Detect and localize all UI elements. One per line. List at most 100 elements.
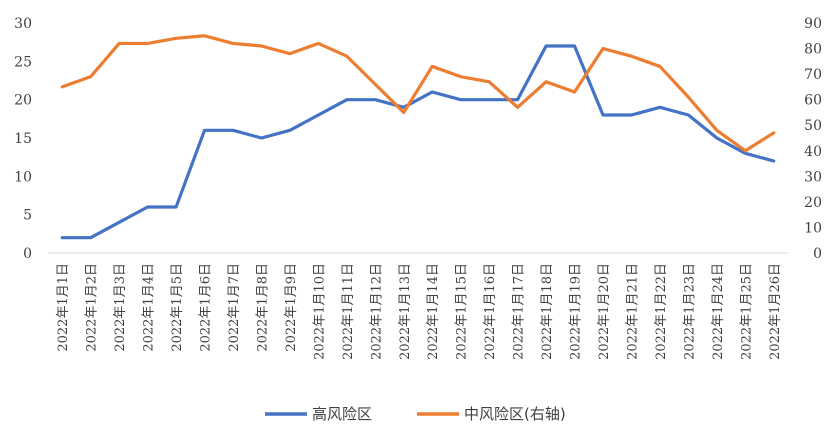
- data-point: [117, 42, 121, 45]
- legend: 高风险区 中风险区(右轴): [265, 405, 566, 423]
- data-point: [374, 98, 377, 101]
- right-y-tick-label: 0: [813, 246, 822, 262]
- left-y-tick-label: 25: [14, 54, 32, 70]
- data-point: [601, 113, 605, 117]
- x-tick-label: 2022年1月9日: [284, 263, 299, 352]
- data-point: [487, 98, 491, 101]
- data-point: [630, 113, 633, 117]
- x-tick-label: 2022年1月4日: [142, 263, 157, 352]
- x-tick-label: 2022年1月10日: [312, 263, 327, 360]
- data-point: [345, 55, 349, 58]
- right-y-tick-label: 30: [804, 169, 822, 185]
- x-tick-label: 2022年1月23日: [682, 263, 697, 360]
- data-point: [658, 106, 662, 109]
- data-point: [772, 131, 775, 135]
- data-point: [317, 113, 320, 117]
- x-tick-label: 2022年1月18日: [540, 263, 555, 360]
- data-point: [715, 136, 719, 140]
- x-tick-label: 2022年1月3日: [113, 263, 128, 352]
- right-y-tick-label: 70: [804, 67, 822, 83]
- left-y-tick-label: 30: [14, 16, 32, 32]
- x-tick-label: 2022年1月7日: [227, 263, 242, 352]
- data-point: [146, 205, 149, 209]
- data-point: [601, 47, 605, 50]
- x-tick-label: 2022年1月15日: [455, 263, 470, 360]
- data-point: [203, 34, 206, 37]
- x-tick-label: 2022年1月8日: [255, 263, 270, 352]
- x-tick-label: 2022年1月13日: [398, 263, 413, 360]
- data-point: [174, 37, 178, 40]
- data-point: [345, 98, 349, 101]
- x-tick-label: 2022年1月14日: [426, 263, 441, 360]
- data-point: [431, 65, 434, 68]
- data-point: [260, 44, 263, 48]
- data-point: [687, 113, 690, 117]
- x-axis: 2022年1月1日 2022年1月2日 2022年1月3日 2022年1月4日 2022…: [56, 263, 783, 360]
- x-tick-label: 2022年1月17日: [512, 263, 527, 360]
- data-point: [658, 65, 662, 68]
- right-y-tick-label: 80: [804, 42, 822, 58]
- data-point: [459, 75, 462, 78]
- x-tick-label: 2022年1月19日: [569, 263, 584, 360]
- data-point: [687, 95, 690, 99]
- x-tick-label: 2022年1月20日: [597, 263, 612, 360]
- data-point: [146, 42, 149, 45]
- left-y-tick-label: 15: [14, 131, 32, 147]
- data-point: [402, 111, 405, 114]
- data-point: [431, 90, 434, 94]
- right-y-tick-label: 90: [804, 16, 822, 32]
- data-point: [544, 80, 548, 83]
- x-tick-label: 2022年1月11日: [341, 263, 356, 360]
- data-point: [374, 83, 377, 86]
- left-y-tick-label: 5: [23, 208, 32, 224]
- data-point: [231, 42, 235, 45]
- data-point: [516, 98, 519, 101]
- x-tick-label: 2022年1月26日: [768, 263, 783, 360]
- data-point: [744, 152, 747, 155]
- x-tick-label: 2022年1月1日: [56, 263, 71, 352]
- data-point: [89, 236, 92, 239]
- right-y-tick-label: 50: [804, 118, 822, 134]
- data-point: [744, 149, 747, 152]
- data-point: [61, 85, 64, 89]
- right-y-tick-label: 20: [804, 195, 822, 211]
- x-tick-label: 2022年1月25日: [739, 263, 754, 360]
- data-point: [402, 106, 405, 109]
- data-point: [516, 106, 519, 109]
- data-point: [117, 221, 121, 224]
- right-y-tick-label: 60: [804, 93, 822, 109]
- x-tick-label: 2022年1月5日: [170, 263, 185, 352]
- x-tick-label: 2022年1月21日: [625, 263, 640, 360]
- right-y-tick-label: 10: [804, 220, 822, 236]
- right-y-tick-label: 40: [804, 144, 822, 160]
- left-y-tick-label: 0: [23, 246, 32, 262]
- x-tick-label: 2022年1月16日: [483, 263, 498, 360]
- x-tick-label: 2022年1月6日: [199, 263, 214, 352]
- data-point: [203, 129, 206, 132]
- x-tick-label: 2022年1月2日: [85, 263, 100, 352]
- data-point: [317, 42, 320, 45]
- data-point: [573, 44, 576, 48]
- data-point: [288, 52, 292, 55]
- data-point: [573, 90, 576, 94]
- data-point: [715, 129, 719, 132]
- right-y-axis: 0 10 20 30 40 50 60 70 80 90: [804, 16, 822, 262]
- series-lines: [60, 34, 776, 240]
- data-point: [174, 205, 178, 209]
- series-line-2: [60, 34, 776, 153]
- data-point: [487, 80, 491, 83]
- data-point: [89, 75, 92, 78]
- data-point: [459, 98, 462, 101]
- left-y-axis: 0 5 10 15 20 25 30: [14, 16, 32, 262]
- left-y-tick-label: 10: [14, 169, 32, 185]
- x-tick-label: 2022年1月12日: [369, 263, 384, 360]
- legend-label-2: 中风险区(右轴): [464, 405, 566, 423]
- left-y-tick-label: 20: [14, 93, 32, 109]
- data-point: [260, 136, 263, 140]
- data-point: [772, 159, 775, 163]
- data-point: [630, 55, 633, 58]
- x-tick-label: 2022年1月24日: [711, 263, 726, 360]
- data-point: [544, 44, 548, 48]
- data-point: [288, 129, 292, 132]
